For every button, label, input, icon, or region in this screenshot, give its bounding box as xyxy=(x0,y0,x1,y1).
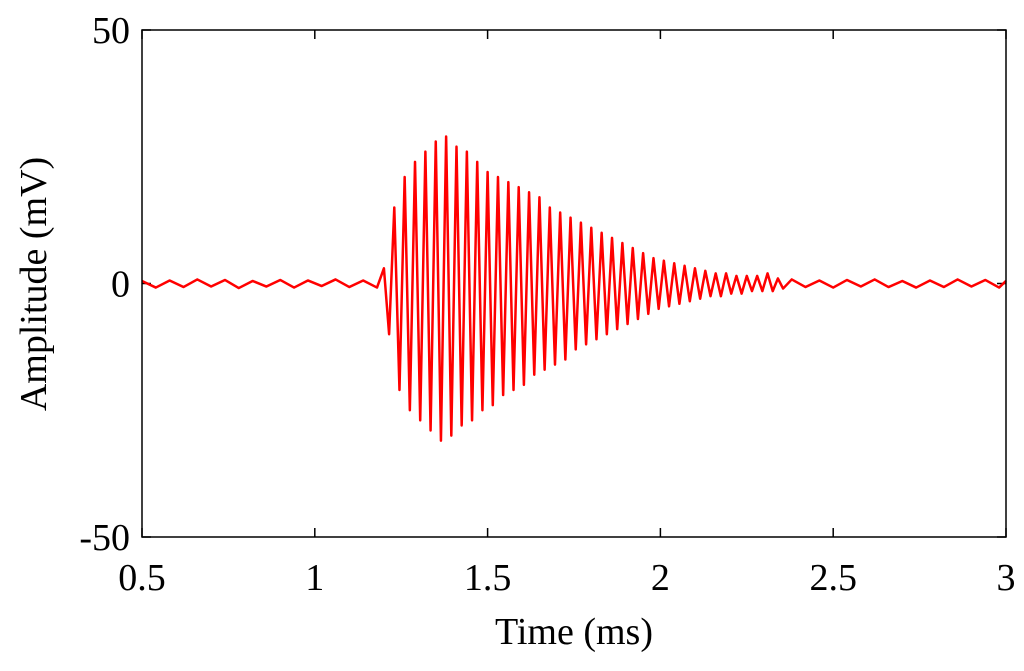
x-axis-label: Time (ms) xyxy=(495,611,653,653)
y-axis-label: Amplitude (mV) xyxy=(13,157,55,411)
y-tick-label: 50 xyxy=(92,10,130,52)
x-tick-label: 1.5 xyxy=(464,557,512,599)
signal-line xyxy=(141,135,1007,442)
plot-frame xyxy=(141,29,1007,538)
x-tick-label: 3 xyxy=(997,557,1016,599)
y-tick-label: -50 xyxy=(79,517,130,559)
y-tick-label: 0 xyxy=(111,264,130,306)
x-tick-label: 1 xyxy=(305,557,324,599)
x-tick-label: 0.5 xyxy=(118,557,166,599)
x-tick-label: 2 xyxy=(651,557,670,599)
x-tick-label: 2.5 xyxy=(809,557,857,599)
